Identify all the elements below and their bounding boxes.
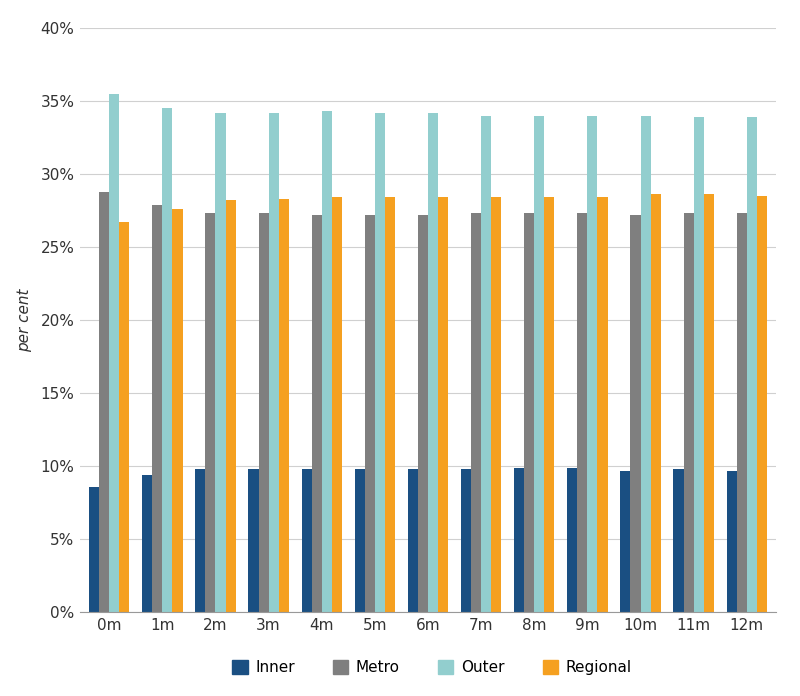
Bar <box>258 214 269 612</box>
Bar <box>119 222 130 612</box>
Y-axis label: per cent: per cent <box>17 288 32 352</box>
Bar <box>269 113 278 612</box>
Bar <box>683 214 694 612</box>
Bar <box>354 469 365 612</box>
Bar <box>650 194 661 612</box>
Bar <box>757 196 767 612</box>
Bar <box>524 214 534 612</box>
Bar <box>630 215 641 612</box>
Bar <box>322 111 332 612</box>
Bar <box>249 469 258 612</box>
Bar <box>737 214 746 612</box>
Bar <box>302 469 312 612</box>
Bar <box>99 191 110 612</box>
Bar <box>142 475 152 612</box>
Bar <box>438 198 448 612</box>
Bar <box>674 469 683 612</box>
Bar <box>195 469 206 612</box>
Bar <box>620 470 630 612</box>
Bar <box>206 214 215 612</box>
Bar <box>365 215 375 612</box>
Bar <box>578 214 587 612</box>
Bar <box>162 109 173 612</box>
Legend: Inner, Metro, Outer, Regional: Inner, Metro, Outer, Regional <box>226 654 638 681</box>
Bar <box>694 117 704 612</box>
Bar <box>726 470 737 612</box>
Bar <box>312 215 322 612</box>
Bar <box>641 116 650 612</box>
Bar <box>215 113 226 612</box>
Bar <box>278 199 289 612</box>
Bar <box>461 469 471 612</box>
Bar <box>481 116 491 612</box>
Bar <box>375 113 385 612</box>
Bar <box>534 116 544 612</box>
Bar <box>428 113 438 612</box>
Bar <box>152 205 162 612</box>
Bar <box>544 198 554 612</box>
Bar <box>587 116 598 612</box>
Bar <box>471 214 481 612</box>
Bar <box>746 117 757 612</box>
Bar <box>704 194 714 612</box>
Bar <box>89 487 99 612</box>
Bar <box>226 200 236 612</box>
Bar <box>173 209 182 612</box>
Bar <box>514 468 524 612</box>
Bar <box>598 198 607 612</box>
Bar <box>385 198 395 612</box>
Bar <box>418 215 428 612</box>
Bar <box>491 198 502 612</box>
Bar <box>332 198 342 612</box>
Bar <box>567 468 578 612</box>
Bar <box>408 469 418 612</box>
Bar <box>110 94 119 612</box>
